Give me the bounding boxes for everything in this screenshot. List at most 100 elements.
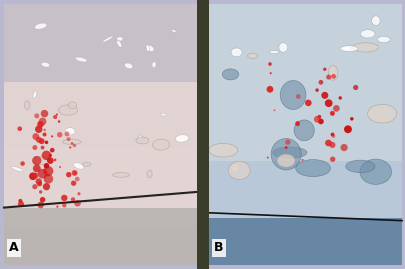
- Circle shape: [62, 203, 66, 207]
- Ellipse shape: [33, 91, 36, 98]
- Ellipse shape: [24, 101, 30, 109]
- Bar: [209, 4, 401, 265]
- Circle shape: [267, 62, 271, 66]
- Circle shape: [43, 129, 46, 131]
- Circle shape: [66, 172, 71, 177]
- Circle shape: [43, 183, 50, 190]
- Ellipse shape: [34, 23, 47, 29]
- Circle shape: [40, 146, 45, 150]
- Circle shape: [349, 117, 353, 121]
- Circle shape: [18, 201, 24, 207]
- Ellipse shape: [138, 136, 142, 140]
- Ellipse shape: [341, 46, 350, 51]
- Circle shape: [301, 159, 303, 161]
- Circle shape: [75, 177, 79, 181]
- Ellipse shape: [171, 30, 176, 32]
- Ellipse shape: [371, 16, 379, 26]
- Circle shape: [329, 157, 335, 162]
- Circle shape: [18, 199, 22, 203]
- Circle shape: [330, 74, 335, 79]
- Bar: [196, 0, 209, 269]
- Bar: [209, 4, 401, 161]
- Circle shape: [50, 148, 54, 153]
- Ellipse shape: [146, 45, 149, 52]
- Ellipse shape: [279, 80, 305, 109]
- Ellipse shape: [117, 37, 123, 41]
- Circle shape: [40, 110, 48, 117]
- Ellipse shape: [376, 36, 389, 43]
- Circle shape: [284, 146, 287, 149]
- Circle shape: [37, 121, 44, 128]
- Circle shape: [343, 125, 351, 133]
- Circle shape: [34, 113, 39, 118]
- Ellipse shape: [62, 139, 81, 144]
- Circle shape: [43, 174, 53, 184]
- Bar: [209, 218, 401, 265]
- Ellipse shape: [112, 173, 129, 177]
- Circle shape: [269, 72, 271, 74]
- Circle shape: [38, 138, 45, 144]
- Circle shape: [320, 92, 328, 99]
- Circle shape: [318, 80, 322, 85]
- Circle shape: [70, 142, 73, 145]
- Circle shape: [313, 116, 320, 123]
- Ellipse shape: [359, 159, 390, 185]
- Ellipse shape: [345, 160, 374, 173]
- Ellipse shape: [151, 62, 156, 68]
- Circle shape: [69, 146, 71, 148]
- Ellipse shape: [152, 139, 169, 150]
- Circle shape: [338, 96, 341, 100]
- Ellipse shape: [230, 163, 239, 173]
- Ellipse shape: [230, 48, 241, 57]
- Ellipse shape: [136, 137, 148, 144]
- Circle shape: [61, 195, 67, 201]
- Ellipse shape: [222, 69, 238, 80]
- Circle shape: [42, 151, 51, 160]
- Ellipse shape: [276, 154, 294, 167]
- Circle shape: [55, 114, 58, 116]
- Circle shape: [66, 137, 70, 141]
- Circle shape: [43, 166, 53, 176]
- Ellipse shape: [82, 162, 91, 166]
- Circle shape: [294, 121, 299, 126]
- Circle shape: [295, 94, 300, 99]
- Circle shape: [36, 168, 38, 170]
- Circle shape: [33, 165, 40, 172]
- Ellipse shape: [209, 143, 237, 157]
- Circle shape: [322, 68, 326, 71]
- Circle shape: [44, 163, 49, 169]
- Text: B: B: [214, 242, 223, 254]
- Circle shape: [73, 171, 77, 175]
- Ellipse shape: [247, 53, 257, 58]
- Ellipse shape: [360, 30, 374, 38]
- Circle shape: [32, 133, 39, 140]
- Ellipse shape: [271, 139, 301, 170]
- Circle shape: [71, 170, 77, 176]
- Circle shape: [332, 105, 339, 112]
- Bar: [4, 82, 196, 226]
- Ellipse shape: [175, 135, 188, 142]
- Ellipse shape: [293, 120, 313, 141]
- Circle shape: [324, 140, 331, 146]
- Circle shape: [330, 133, 334, 136]
- Circle shape: [318, 119, 323, 124]
- Ellipse shape: [160, 113, 166, 116]
- Circle shape: [29, 172, 37, 180]
- Circle shape: [59, 166, 61, 168]
- Ellipse shape: [228, 161, 249, 179]
- Circle shape: [266, 157, 268, 158]
- Circle shape: [77, 192, 80, 195]
- Circle shape: [36, 137, 42, 143]
- Circle shape: [49, 154, 52, 157]
- Circle shape: [70, 197, 75, 201]
- Ellipse shape: [41, 62, 50, 67]
- Circle shape: [329, 111, 334, 116]
- Circle shape: [273, 109, 275, 111]
- Circle shape: [72, 144, 76, 147]
- Circle shape: [47, 157, 53, 164]
- Bar: [4, 148, 196, 265]
- Circle shape: [53, 115, 57, 119]
- Text: A: A: [9, 242, 19, 254]
- Ellipse shape: [328, 66, 337, 80]
- Ellipse shape: [295, 160, 330, 177]
